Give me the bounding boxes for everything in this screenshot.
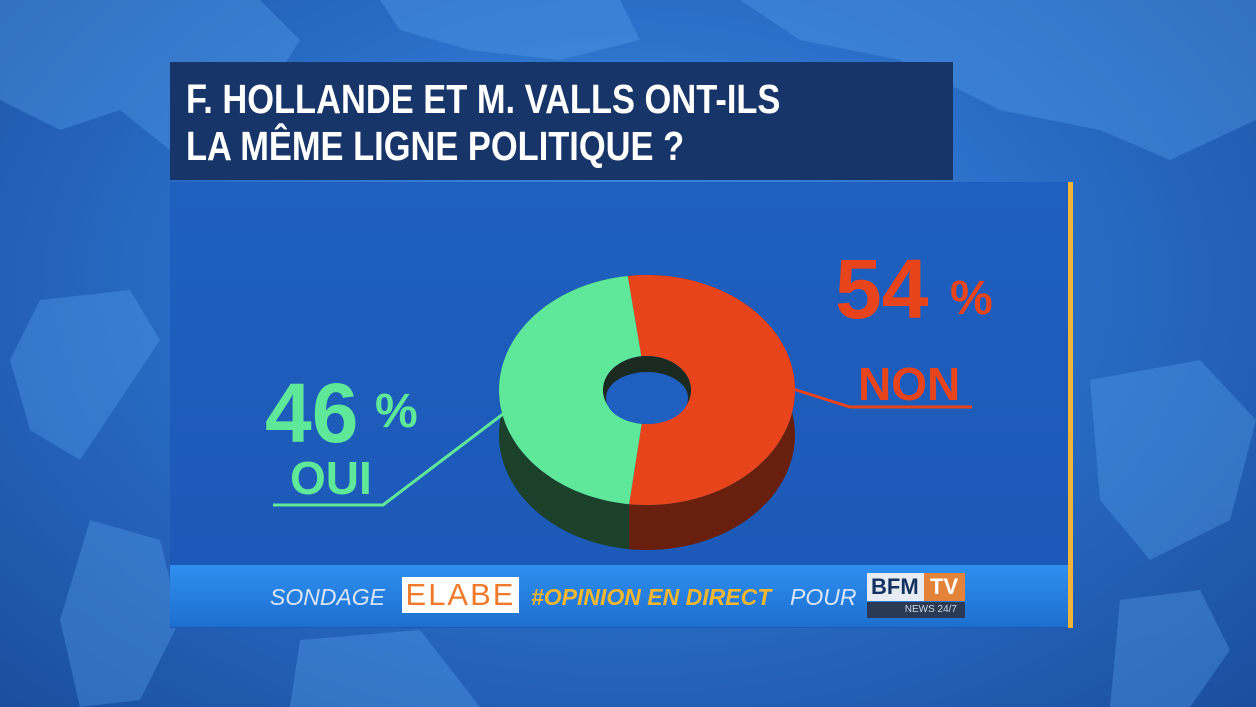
- chart-title: F. HOLLANDE ET M. VALLS ONT-ILS LA MÊME …: [170, 62, 953, 180]
- footer-pour-label: POUR: [790, 584, 857, 610]
- bfmtv-logo-sub: NEWS 24/7: [867, 602, 965, 618]
- title-line-2: LA MÊME LIGNE POLITIQUE ?: [186, 123, 685, 169]
- donut-hole-inner: [606, 372, 688, 424]
- elabe-logo: ELABE: [402, 577, 519, 613]
- unit-label-oui: %: [375, 385, 418, 438]
- panel-accent-edge: [1068, 182, 1073, 628]
- footer-sondage-label: SONDAGE: [270, 584, 386, 610]
- category-label-oui: OUI: [290, 452, 372, 504]
- value-label-oui: 46: [265, 366, 358, 460]
- leader-line-oui: [273, 412, 504, 507]
- title-line-1: F. HOLLANDE ET M. VALLS ONT-ILS: [186, 76, 781, 122]
- bfmtv-logo-main: BFM: [871, 574, 919, 599]
- footer-hashtag: #OPINION EN DIRECT: [531, 584, 772, 610]
- unit-label-non: %: [950, 272, 993, 325]
- value-label-non: 54: [835, 242, 929, 336]
- category-label-non: NON: [858, 358, 960, 410]
- bfmtv-logo: BFM TV NEWS 24/7: [867, 573, 965, 618]
- slice-oui: [499, 276, 642, 505]
- leader-line-non: [792, 387, 972, 409]
- bfmtv-logo-tv: TV: [930, 574, 959, 599]
- slice-non: [627, 275, 795, 505]
- poll-footer: SONDAGE ELABE #OPINION EN DIRECT POUR BF…: [170, 565, 1068, 627]
